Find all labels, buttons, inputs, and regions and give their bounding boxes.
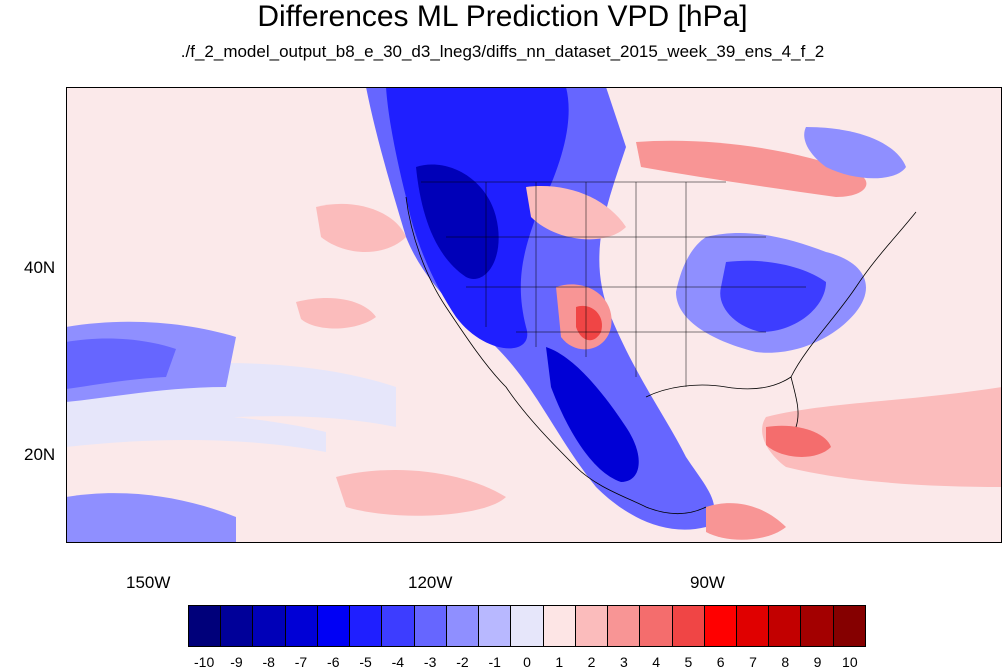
atlantic-coastline <box>790 211 917 378</box>
southwest-red-core <box>576 305 602 341</box>
caribbean-red-patch <box>766 425 831 457</box>
colorbar-cell <box>640 606 673 646</box>
colorbar-cell <box>672 606 705 646</box>
mexico-blue-core <box>546 347 639 482</box>
colorbar <box>188 605 866 647</box>
map-frame <box>66 87 1002 543</box>
colorbar-label: 10 <box>842 654 858 670</box>
pacific-pink-patch-2 <box>296 297 376 329</box>
pacific-pink-south <box>336 469 506 516</box>
lat-tick-40n: 40N <box>24 258 56 277</box>
colorbar-cell <box>221 606 254 646</box>
gulf-coastline <box>645 376 799 428</box>
colorbar-label: -1 <box>488 654 501 670</box>
colorbar-label: -10 <box>194 654 215 670</box>
colorbar-label: -6 <box>327 654 340 670</box>
colorbar-label: -7 <box>294 654 308 670</box>
colorbar-label: -5 <box>359 654 372 670</box>
colorbar-label: -8 <box>262 654 275 670</box>
central-america-red <box>706 503 786 540</box>
vpd-difference-map <box>66 87 1002 543</box>
colorbar-label: 0 <box>523 654 531 670</box>
colorbar-label: 4 <box>652 654 661 670</box>
colorbar-cell <box>317 606 351 646</box>
eastern-blue-core <box>720 260 826 332</box>
colorbar-label: -2 <box>456 654 469 670</box>
colorbar-cell <box>833 606 865 646</box>
colorbar-cell <box>801 606 834 646</box>
colorbar-label: 1 <box>555 654 564 670</box>
colorbar-cell <box>543 606 576 646</box>
colorbar-label: 3 <box>619 654 628 670</box>
colorbar-label: 8 <box>781 654 790 670</box>
colorbar-cell <box>736 606 770 646</box>
map-title: Differences ML Prediction VPD [hPa] <box>257 0 748 33</box>
colorbar-cell <box>253 606 286 646</box>
colorbar-label: -3 <box>423 654 437 670</box>
map-canvas <box>66 87 1002 543</box>
colorbar-label: 6 <box>716 654 725 670</box>
colorbar-cell <box>704 606 737 646</box>
colorbar-label: 9 <box>813 654 822 670</box>
canada-east-blue <box>804 127 906 179</box>
western-dark-core <box>416 164 499 279</box>
colorbar-cell <box>382 606 415 646</box>
map-subtitle: ./f_2_model_output_b8_e_30_d3_lneg3/diff… <box>180 42 825 61</box>
pacific-coastline <box>405 196 707 515</box>
lon-tick-90w: 90W <box>690 573 725 592</box>
canada-red-band <box>636 140 867 197</box>
colorbar-label: -4 <box>391 654 405 670</box>
atlantic-pink-region <box>762 387 1002 487</box>
pacific-south-blue <box>66 493 236 543</box>
colorbar-cell <box>769 606 802 646</box>
pacific-pink-patch <box>316 203 406 252</box>
colorbar-cell <box>189 606 222 646</box>
colorbar-cell <box>350 606 383 646</box>
state-boundaries <box>421 181 806 387</box>
colorbar-cell <box>285 606 318 646</box>
colorbar-cell <box>575 606 609 646</box>
colorbar-label: -9 <box>230 654 243 670</box>
colorbar-cell <box>608 606 641 646</box>
colorbar-cell <box>511 606 544 646</box>
colorbar-cell <box>479 606 512 646</box>
pacific-pale-band <box>66 412 326 452</box>
pacific-blue-core <box>66 338 176 389</box>
colorbar-label: 2 <box>587 654 596 670</box>
colorbar-label: 7 <box>749 654 757 670</box>
plains-pink-patch <box>526 186 626 240</box>
lon-tick-120w: 120W <box>408 573 453 592</box>
colorbar-label: 5 <box>684 654 693 670</box>
lon-tick-150w: 150W <box>126 573 171 592</box>
lat-tick-20n: 20N <box>24 445 56 464</box>
colorbar-cell <box>446 606 480 646</box>
colorbar-cell <box>414 606 447 646</box>
